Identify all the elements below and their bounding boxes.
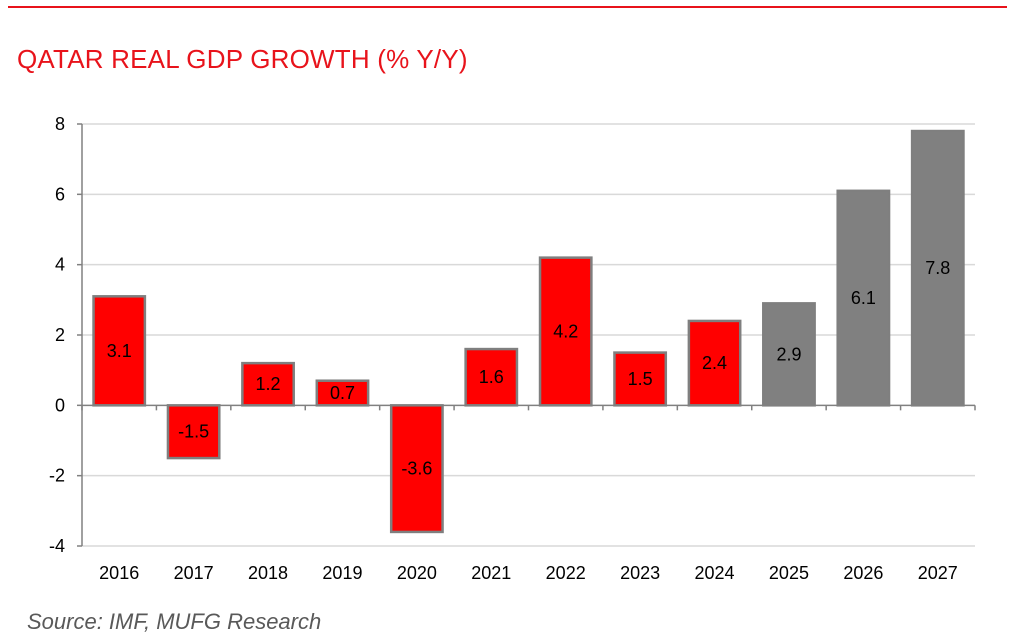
x-tick-label-2016: 2016 bbox=[99, 563, 139, 583]
y-tick-label: 2 bbox=[55, 325, 65, 345]
data-label-2018: 1.2 bbox=[256, 374, 281, 394]
data-label-2023: 1.5 bbox=[628, 369, 653, 389]
data-label-2017: -1.5 bbox=[178, 422, 209, 442]
y-tick-label: 4 bbox=[55, 255, 65, 275]
x-tick-label-2026: 2026 bbox=[843, 563, 883, 583]
bar-2027 bbox=[910, 129, 965, 407]
bar-2025 bbox=[762, 302, 816, 407]
data-label-2024: 2.4 bbox=[702, 353, 727, 373]
x-tick-label-2021: 2021 bbox=[471, 563, 511, 583]
top-rule bbox=[8, 6, 1007, 8]
source-note: Source: IMF, MUFG Research bbox=[27, 609, 322, 634]
x-tick-label-2022: 2022 bbox=[546, 563, 586, 583]
bar-2018 bbox=[241, 361, 295, 407]
x-tick-label-2020: 2020 bbox=[397, 563, 437, 583]
data-label-2016: 3.1 bbox=[107, 341, 132, 361]
data-label-2019: 0.7 bbox=[330, 383, 355, 403]
gridlines bbox=[82, 123, 975, 547]
data-label-2026: 6.1 bbox=[851, 288, 876, 308]
bar-2023 bbox=[613, 351, 668, 407]
bar-2021 bbox=[464, 347, 519, 407]
x-tick-label-2025: 2025 bbox=[769, 563, 809, 583]
bars bbox=[92, 129, 965, 534]
x-tick-label-2019: 2019 bbox=[322, 563, 362, 583]
y-tick-label: -4 bbox=[49, 536, 65, 556]
y-tick-label: 0 bbox=[55, 395, 65, 415]
y-tick-label: 6 bbox=[55, 184, 65, 204]
x-tick-label-2027: 2027 bbox=[918, 563, 958, 583]
y-tick-label: 8 bbox=[55, 114, 65, 134]
bar-2022 bbox=[538, 256, 593, 407]
x-tick-label-2017: 2017 bbox=[174, 563, 214, 583]
axes bbox=[77, 123, 976, 547]
data-label-2020: -3.6 bbox=[401, 459, 432, 479]
labels: -4 -2 0 2 4 6 8 3.1 -1.5 1.2 0.7 -3.6 1.6 4.2 1.5 2.4 2.… bbox=[49, 114, 958, 583]
data-label-2022: 4.2 bbox=[553, 321, 578, 341]
bar-2026 bbox=[836, 189, 891, 407]
x-tick-label-2023: 2023 bbox=[620, 563, 660, 583]
data-label-2025: 2.9 bbox=[776, 344, 801, 364]
data-label-2021: 1.6 bbox=[479, 367, 504, 387]
x-tick-label-2018: 2018 bbox=[248, 563, 288, 583]
chart-title: QATAR REAL GDP GROWTH (% Y/Y) bbox=[17, 44, 468, 74]
x-tick-label-2024: 2024 bbox=[695, 563, 735, 583]
data-label-2027: 7.8 bbox=[925, 258, 950, 278]
bar-2024 bbox=[687, 319, 742, 407]
y-tick-label: -2 bbox=[49, 466, 65, 486]
